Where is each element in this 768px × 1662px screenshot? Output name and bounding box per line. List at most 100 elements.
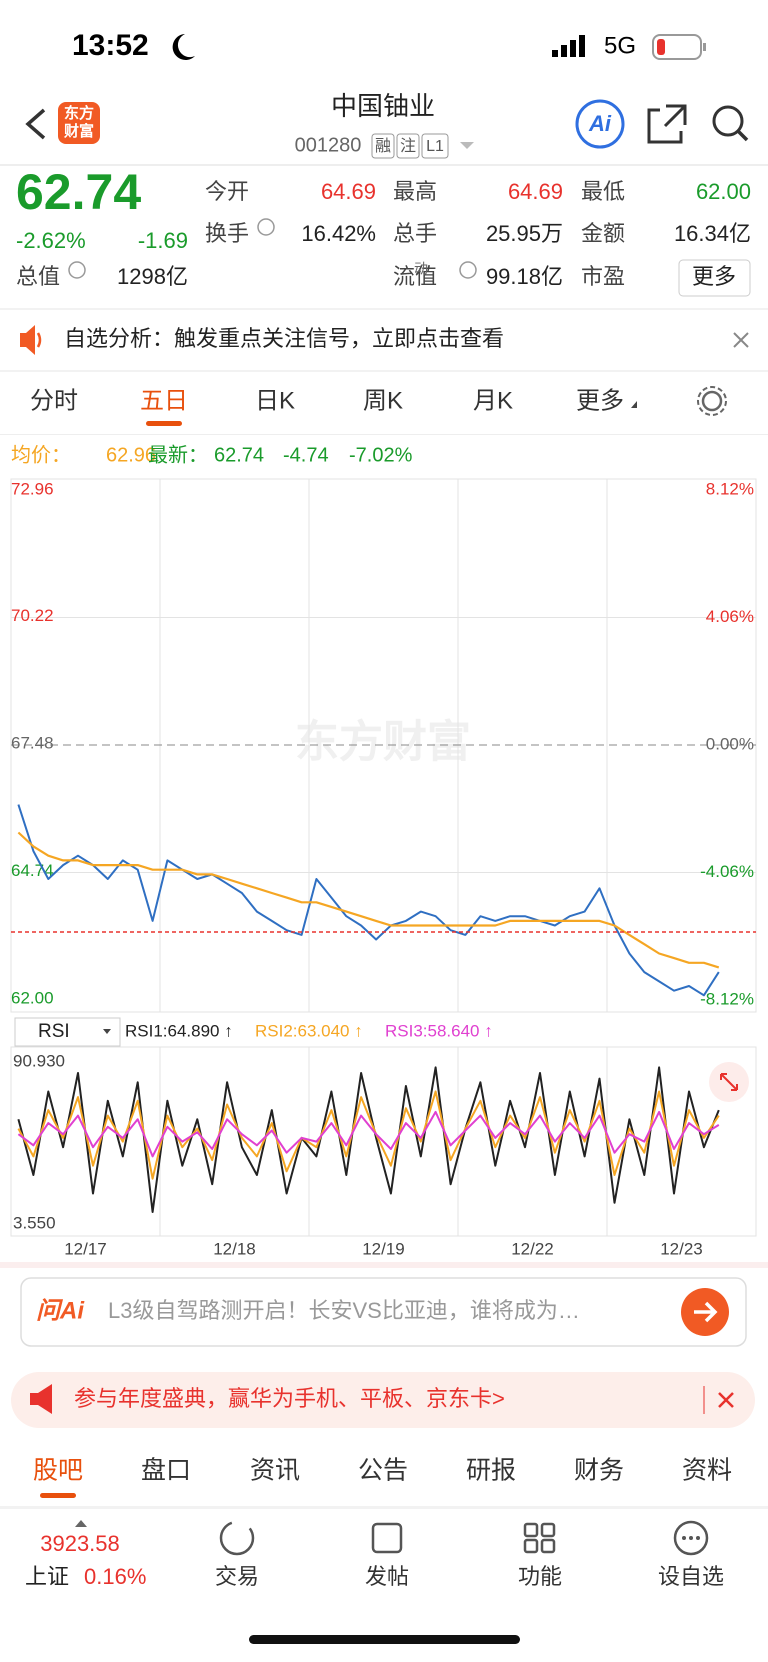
section-gap bbox=[0, 1262, 768, 1268]
tab[interactable]: 周K bbox=[363, 387, 403, 414]
sub-tab[interactable]: 研报 bbox=[466, 1457, 516, 1485]
speaker-wave bbox=[36, 332, 42, 348]
tab[interactable]: 日K bbox=[255, 387, 295, 414]
change-pct: -2.62% bbox=[16, 228, 86, 253]
x-tick-label: 12/23 bbox=[660, 1239, 703, 1258]
x-tick-label: 12/22 bbox=[511, 1239, 554, 1258]
field-value: 16.34亿 bbox=[674, 221, 751, 246]
series-line bbox=[17, 804, 720, 997]
badge: 融 bbox=[375, 137, 391, 155]
indicator-select[interactable] bbox=[14, 1017, 121, 1047]
sub-tab[interactable]: 财务 bbox=[574, 1457, 624, 1485]
index-name: 上证 bbox=[25, 1564, 69, 1589]
battery-tip bbox=[703, 43, 706, 51]
tab[interactable]: 分时 bbox=[30, 387, 78, 414]
notice-close[interactable] bbox=[733, 332, 749, 348]
series-line bbox=[17, 831, 720, 969]
notice-text[interactable]: 自选分析：触发重点关注信号，立即点击查看 bbox=[64, 326, 504, 351]
ai-brand: 问Ai bbox=[36, 1297, 85, 1324]
last-price: 62.74 bbox=[16, 164, 141, 220]
promo-icon bbox=[30, 1384, 52, 1414]
latest-change: -4.74 bbox=[283, 444, 329, 466]
ai-label: Ai bbox=[588, 111, 612, 136]
rsi-chart: 90.930 3.550 bbox=[13, 1047, 720, 1236]
search-button[interactable] bbox=[712, 105, 744, 137]
info-icon bbox=[68, 261, 86, 279]
divider bbox=[0, 370, 768, 372]
ai-send-arrow bbox=[694, 1301, 718, 1323]
dropdown-arrow[interactable] bbox=[460, 142, 474, 149]
series-line bbox=[17, 1110, 720, 1158]
field-value: 62.00 bbox=[696, 179, 751, 204]
field-label: 金额 bbox=[581, 221, 625, 246]
field-value: 64.69 bbox=[321, 179, 376, 204]
legend-entry: RSI1:64.890 ↑ bbox=[125, 1021, 233, 1040]
sub-tab[interactable]: 资讯 bbox=[250, 1457, 300, 1485]
sub-tab[interactable]: 盘口 bbox=[141, 1457, 191, 1485]
field-label: 总手 bbox=[393, 221, 437, 246]
legend-entry: RSI2:63.040 ↑ bbox=[255, 1021, 363, 1040]
select-arrow bbox=[103, 1029, 111, 1034]
nav-item[interactable]: 功能 bbox=[518, 1564, 562, 1589]
watchlist-dots bbox=[682, 1536, 700, 1540]
legend-entry: RSI3:58.640 ↑ bbox=[385, 1021, 493, 1040]
promo-banner[interactable] bbox=[11, 1372, 755, 1428]
share-button[interactable] bbox=[647, 104, 687, 144]
change: -1.69 bbox=[138, 228, 188, 253]
logo bbox=[58, 102, 100, 144]
signal-icon bbox=[552, 35, 585, 57]
status-time: 13:52 bbox=[72, 29, 149, 62]
field-label: 总值 bbox=[16, 264, 60, 289]
sub-tab[interactable]: 股吧 bbox=[33, 1457, 83, 1485]
tab[interactable]: 五日 bbox=[140, 387, 188, 414]
nav-item[interactable]: 发帖 bbox=[365, 1564, 409, 1589]
sub-tab[interactable]: 资料 bbox=[682, 1457, 732, 1485]
search-handle bbox=[736, 129, 749, 142]
field-value: 16.42% bbox=[301, 221, 376, 246]
ai-button[interactable] bbox=[575, 99, 625, 149]
promo-close[interactable] bbox=[718, 1392, 734, 1408]
info-icon bbox=[459, 261, 477, 279]
bottom-nav: 交易 发帖 功能 设自选 bbox=[215, 1564, 724, 1589]
chart-tabs: 分时 五日 日K 周K 月K 更多 bbox=[30, 387, 624, 426]
badge-box bbox=[371, 133, 395, 159]
x-tick-label: 12/18 bbox=[213, 1239, 256, 1258]
tab[interactable]: 月K bbox=[473, 387, 513, 414]
y2-tick-label: 8.12% bbox=[706, 479, 754, 498]
function-icon bbox=[523, 1522, 556, 1554]
field-label: 最低 bbox=[581, 179, 625, 204]
settings-button[interactable] bbox=[701, 390, 723, 412]
y-tick-label: 70.22 bbox=[11, 606, 54, 625]
x-tick-label: 12/19 bbox=[362, 1239, 405, 1258]
sub-tab[interactable]: 公告 bbox=[358, 1457, 408, 1485]
indicator-name: RSI bbox=[38, 1021, 70, 1042]
y-tick-label: 3.550 bbox=[13, 1213, 56, 1232]
nav-item[interactable]: 交易 bbox=[215, 1564, 259, 1589]
badge-box bbox=[396, 133, 420, 159]
tab[interactable]: 更多 bbox=[576, 387, 624, 414]
field-label: 最高 bbox=[393, 179, 437, 204]
more-label: 更多 bbox=[692, 264, 736, 289]
stock-code: 001280 bbox=[295, 134, 362, 156]
nav-item[interactable]: 设自选 bbox=[658, 1564, 724, 1589]
pe-superscript: 动 bbox=[414, 261, 428, 277]
latest-label: 最新： bbox=[148, 443, 208, 466]
latest-change-pct: -7.02% bbox=[349, 444, 413, 466]
field-value: 64.69 bbox=[508, 179, 563, 204]
ai-bar[interactable] bbox=[20, 1277, 747, 1347]
y2-tick-label: 0.00% bbox=[706, 734, 754, 753]
trade-icon bbox=[219, 1520, 255, 1556]
y2-tick-label: -8.12% bbox=[700, 989, 754, 1008]
more-triangle bbox=[631, 401, 637, 408]
more-button[interactable] bbox=[678, 259, 751, 297]
post-icon bbox=[371, 1522, 403, 1554]
latest-value: 62.74 bbox=[214, 444, 264, 466]
back-button[interactable] bbox=[25, 108, 46, 140]
battery-level bbox=[657, 39, 665, 55]
watermark: 东方财富 bbox=[295, 718, 471, 767]
field-value: 99.18亿 bbox=[486, 264, 563, 289]
field-label: 市盈 bbox=[581, 264, 625, 289]
field-value: 25.95万 bbox=[486, 221, 563, 246]
